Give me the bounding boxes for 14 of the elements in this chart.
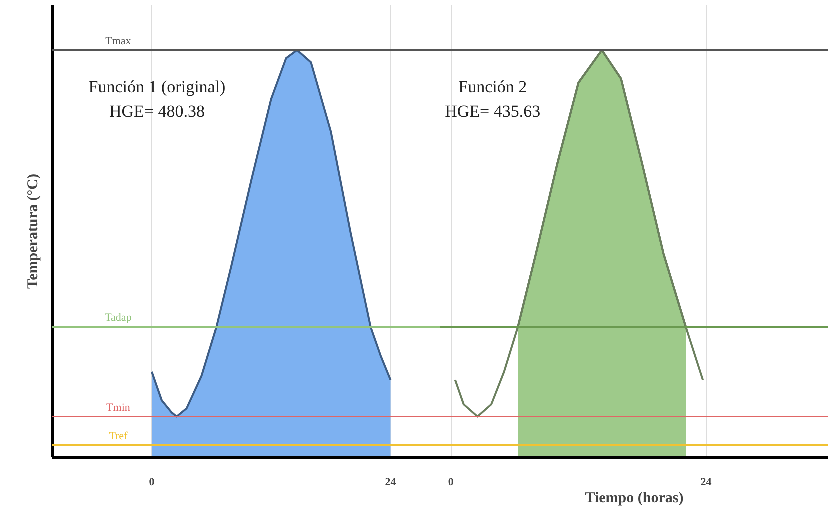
annotation: Función 2	[458, 77, 528, 96]
ref-line-label: Tref	[109, 430, 128, 442]
x-tick-label: 24	[385, 476, 397, 488]
annotation: HGE= 480.38	[109, 102, 206, 121]
x-tick-label: 0	[448, 476, 454, 488]
ref-line-label: Tmin	[106, 402, 131, 414]
x-tick-label: 0	[149, 476, 156, 488]
y-axis-title: Temperatura (°C)	[26, 174, 42, 289]
x-axis-title: Tiempo (horas)	[585, 490, 684, 506]
annotation: HGE= 435.63	[445, 102, 541, 121]
ref-line-label: Tadap	[105, 312, 132, 324]
annotation: Función 1 (original)	[88, 77, 226, 96]
ref-line-label: Tmax	[106, 35, 132, 48]
x-tick-label: 24	[700, 476, 712, 488]
